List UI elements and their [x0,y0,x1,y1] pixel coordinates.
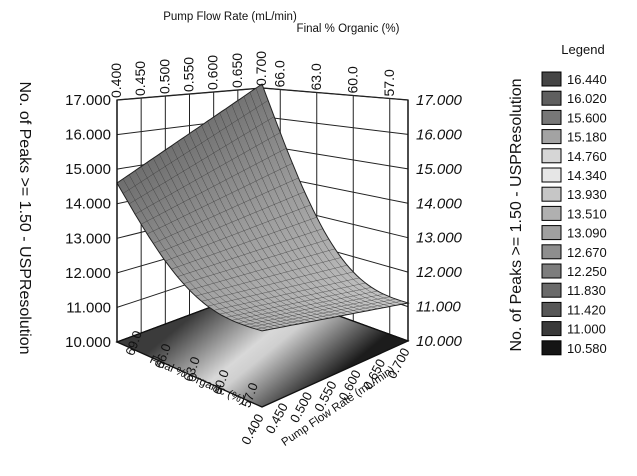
legend-swatch [541,321,562,337]
z-tick-label-right: 15.000 [416,161,463,178]
surface-mesh-line [141,147,287,225]
legend-label: 16.020 [567,91,607,106]
z-tick-label-left: 14.000 [65,196,111,213]
surface-mesh-line [195,257,342,297]
surface-mesh-line [237,293,384,324]
z-tick-label-left: 12.000 [65,265,111,282]
legend-swatch [541,148,562,164]
legend-label: 15.180 [567,130,607,145]
surface-mesh-line [219,282,366,315]
surface-mesh-line [231,290,378,321]
surface-mesh-line [147,163,293,235]
legend-label: 11.420 [567,302,606,317]
surface-mesh-line [122,100,269,194]
z-tick-labels-left: 10.000 11.000 12.000 13.000 14.000 15.000 16.0… [65,92,111,351]
legend-swatch [541,205,562,221]
legend-title: Legend [561,42,604,57]
legend-label: 14.340 [567,168,607,183]
z-tick-labels-right: 10.000 11.000 12.000 13.000 14.000 15.000 16.0… [416,92,463,350]
legend-label: 11.830 [567,283,606,298]
top-x-tick-label: 0.700 [253,51,269,86]
legend-swatch [541,71,562,87]
legend-label: 15.600 [567,110,607,125]
top-x-tick-label: 0.400 [108,63,124,98]
surface-mesh-line [225,287,372,318]
surface-mesh-line [183,238,329,284]
z-tick-label-right: 13.000 [416,230,463,247]
legend-swatch [541,244,562,260]
top-tick-labels: 0.400 0.450 0.500 0.550 0.600 0.650 0.700 66.0 6… [108,51,397,98]
legend-label: 13.090 [567,226,607,241]
surface-mesh-line [249,298,396,328]
z-tick-label-right: 14.000 [416,195,463,212]
z-axis-label-right: No. of Peaks >= 1.50 - USPResolution [508,78,525,351]
legend-swatch [541,167,562,183]
z-tick-label-right: 11.000 [416,299,461,316]
surface-mesh-line [128,116,275,205]
surface-mesh-line [255,300,402,330]
legend-label: 12.250 [567,264,607,279]
legend: 16.440 16.020 15.600 15.180 14.760 14.340 13.9… [541,71,607,356]
surface-mesh-line [213,277,360,311]
legend-label: 10.580 [567,341,607,356]
surface-mesh-line [189,248,336,291]
legend-label: 11.000 [567,322,606,337]
top-x-tick-label: 0.500 [156,59,172,94]
legend-label: 13.510 [567,206,607,221]
top-x-tick-label: 0.650 [229,53,245,88]
top-x-tick-label: 0.600 [205,55,221,90]
z-tick-label-right: 16.000 [416,126,463,143]
legend-label: 16.440 [567,72,607,87]
z-tick-label-left: 10.000 [65,334,111,351]
z-tick-label-right: 17.000 [416,92,463,109]
z-tick-label-left: 15.000 [65,161,111,178]
z-tick-label-left: 11.000 [66,299,111,316]
legend-swatch [541,282,562,298]
legend-label: 12.670 [567,245,607,260]
z-tick-label-right: 12.000 [416,264,463,281]
surface-mesh-line [159,191,305,253]
top-y-tick-label: 63.0 [308,63,324,90]
z-tick-label-left: 13.000 [65,230,111,247]
surface-mesh-line [207,271,354,307]
legend-swatch [541,109,562,125]
z-tick-label-left: 17.000 [65,92,111,109]
top-y-tick-label: 60.0 [344,66,360,93]
top-y-axis-label: Final % Organic (%) [297,23,400,35]
surface-mesh-line [171,216,317,270]
legend-swatch [541,340,562,356]
z-tick-label-left: 16.000 [65,127,111,144]
legend-swatch [541,225,562,241]
legend-swatch [541,263,562,279]
legend-swatch [541,186,562,202]
legend-label: 13.930 [567,187,607,202]
surface-mesh-line [134,132,281,215]
surface-mesh-line [153,177,299,244]
legend-swatch [541,301,562,317]
top-x-tick-label: 0.550 [181,57,197,92]
surface-mesh-line [165,204,311,262]
legend-label: 14.760 [567,149,607,164]
legend-swatch [541,90,562,106]
surface-mesh-line [243,296,390,326]
surface-mesh-line [201,264,348,302]
top-y-tick-label: 57.0 [381,69,397,96]
top-y-tick-label: 66.0 [271,60,287,87]
front-frame [116,100,409,342]
z-tick-label-right: 10.000 [416,333,463,350]
surface-mesh-line [177,228,323,277]
legend-swatch [541,129,562,145]
top-x-tick-label: 0.450 [132,61,148,96]
z-axis-label-left: No. of Peaks >= 1.50 - USPResolution [16,81,33,354]
top-x-axis-label: Pump Flow Rate (mL/min) [163,11,297,23]
